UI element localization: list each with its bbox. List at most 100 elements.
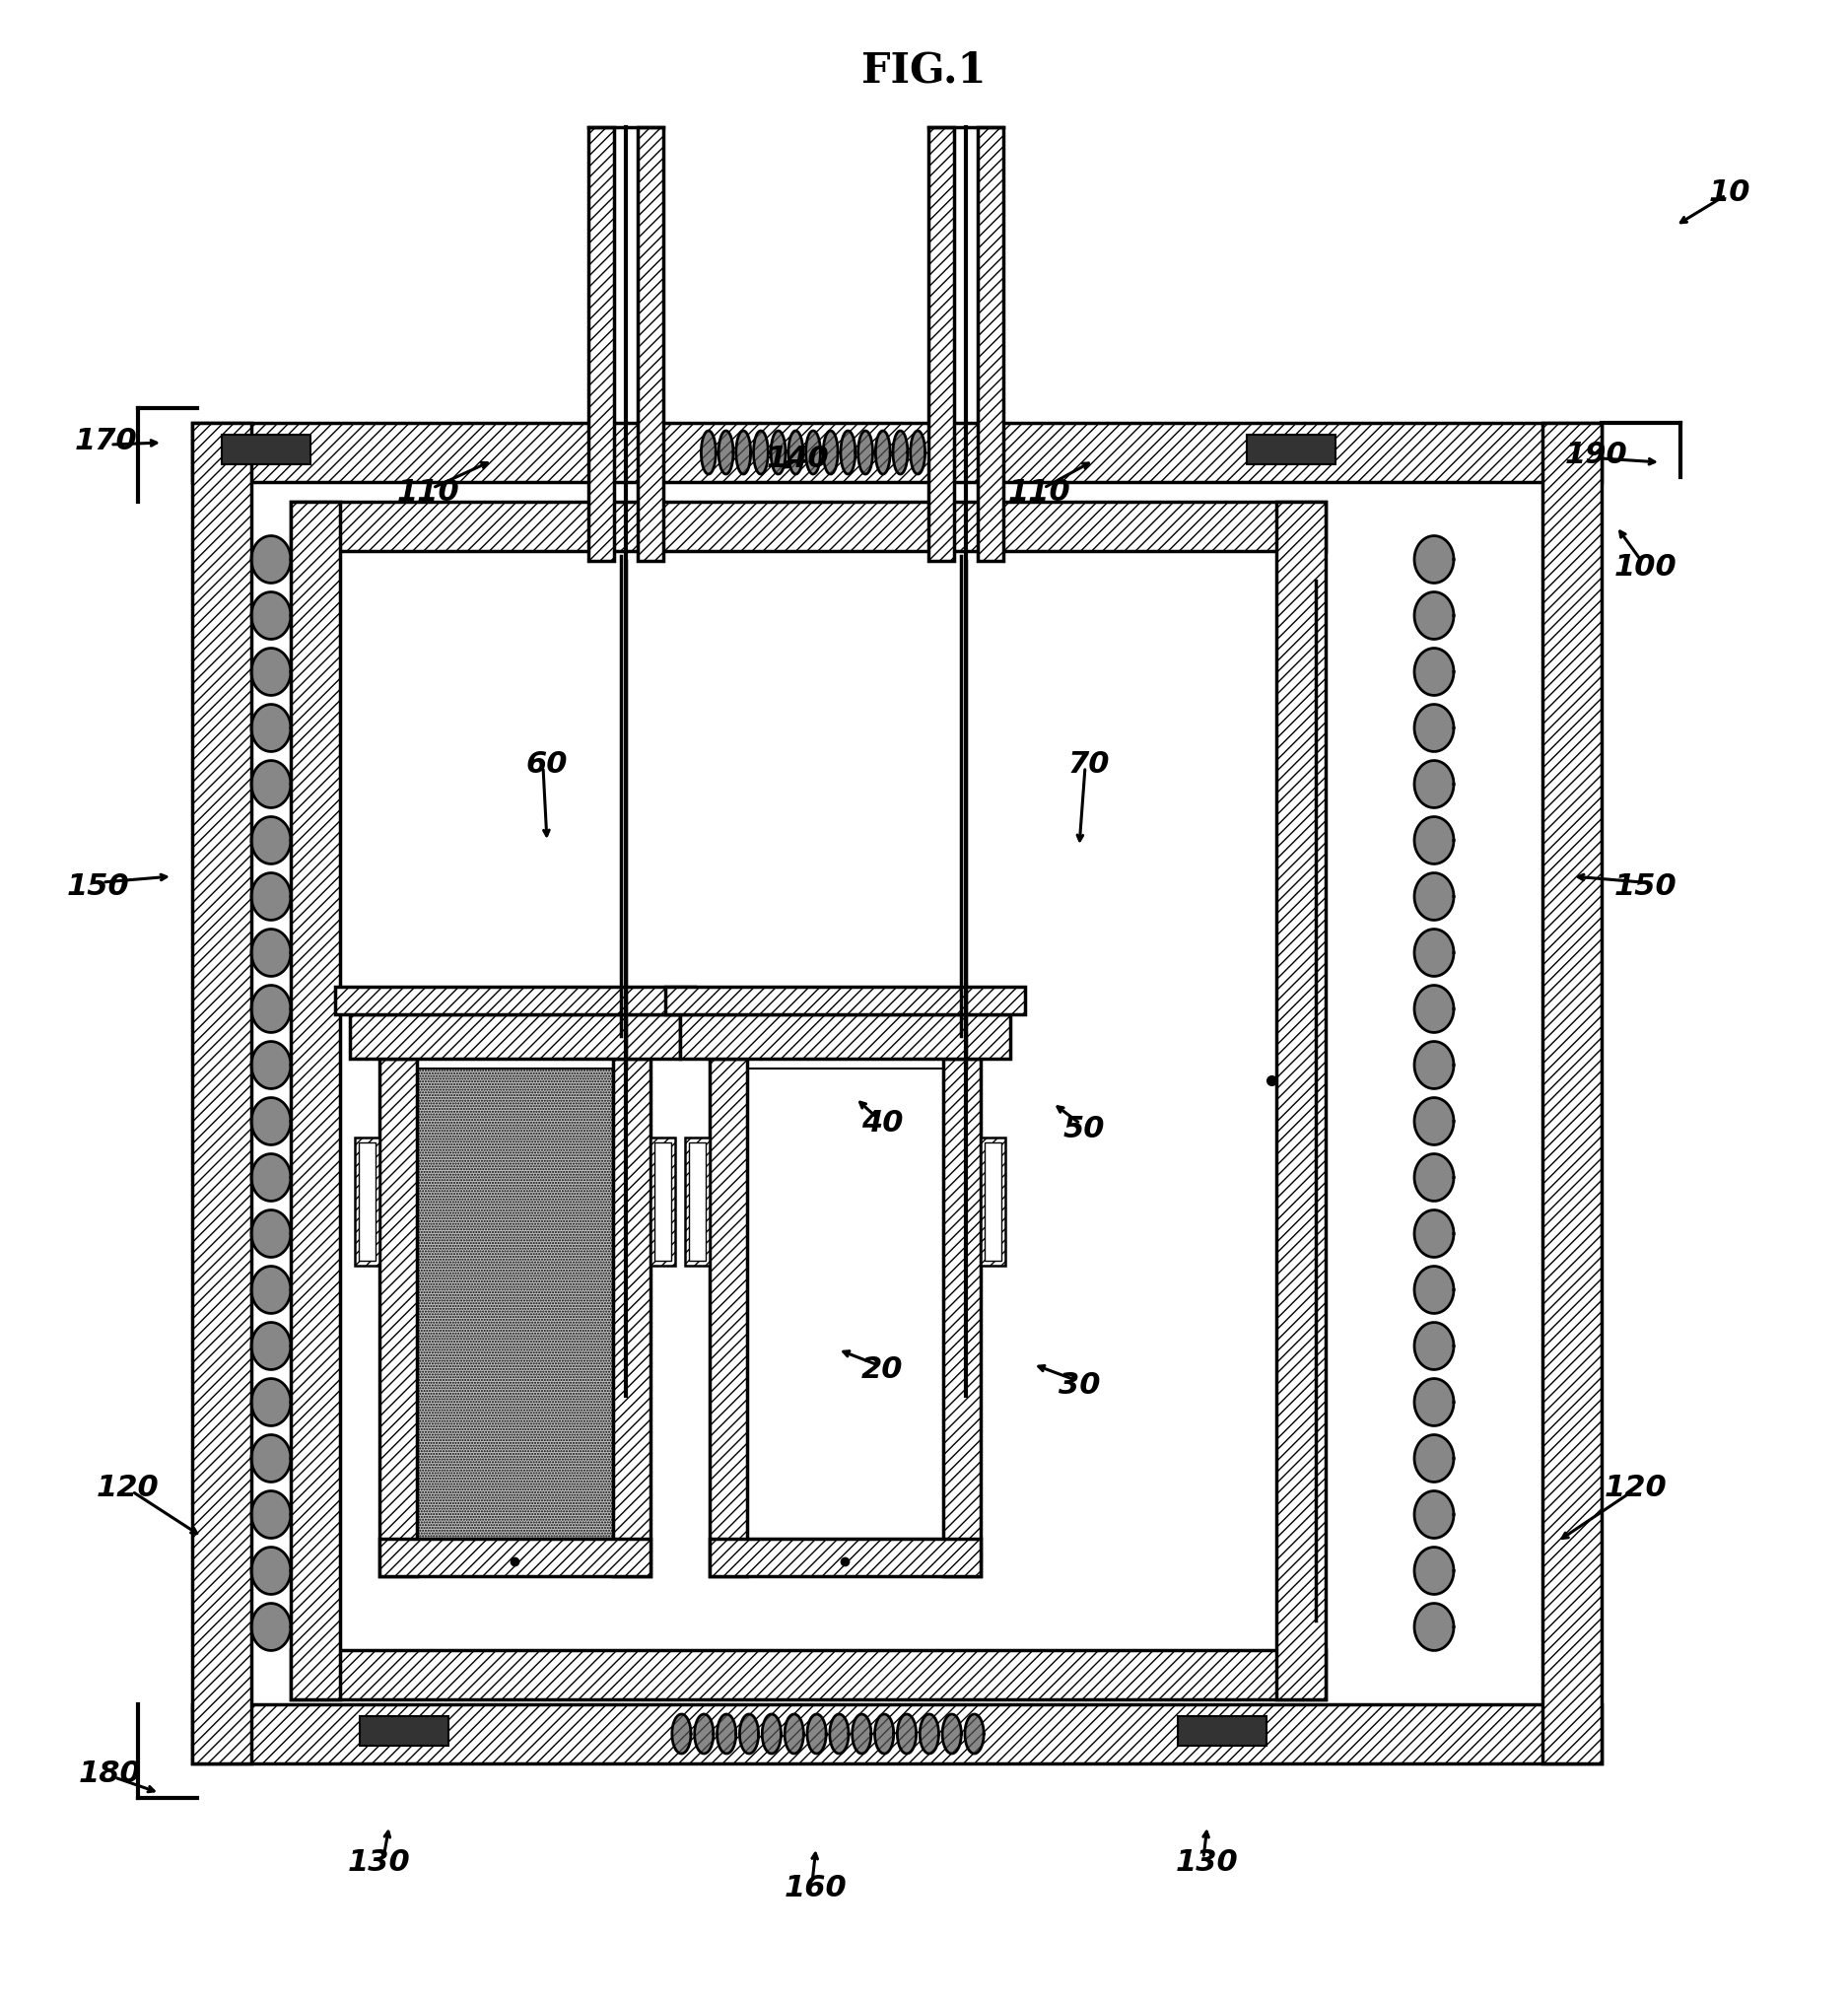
Polygon shape [1414, 1323, 1454, 1371]
Polygon shape [1414, 760, 1454, 808]
Polygon shape [965, 1715, 983, 1753]
Bar [290, 1651, 1325, 1699]
Polygon shape [251, 760, 290, 808]
Polygon shape [717, 1715, 736, 1753]
Polygon shape [251, 1547, 290, 1595]
Polygon shape [785, 1715, 804, 1753]
Text: 70: 70 [1068, 748, 1111, 778]
Polygon shape [920, 1715, 939, 1753]
Text: 30: 30 [1059, 1371, 1100, 1399]
Bar [689, 1143, 706, 1261]
Polygon shape [251, 704, 290, 752]
Polygon shape [1414, 1379, 1454, 1427]
Polygon shape [251, 986, 290, 1033]
Bar [981, 1139, 1005, 1267]
Bar [942, 1059, 981, 1577]
Polygon shape [942, 1715, 961, 1753]
Polygon shape [1414, 986, 1454, 1033]
Polygon shape [251, 1211, 290, 1257]
Polygon shape [771, 432, 785, 474]
Bar [349, 1015, 680, 1059]
Polygon shape [251, 1323, 290, 1371]
Polygon shape [806, 432, 821, 474]
Text: 120: 120 [96, 1473, 159, 1503]
Polygon shape [719, 432, 734, 474]
Polygon shape [876, 432, 891, 474]
Bar [747, 1069, 942, 1539]
Polygon shape [789, 432, 804, 474]
Bar [290, 502, 340, 1699]
Polygon shape [874, 1715, 894, 1753]
Polygon shape [251, 1267, 290, 1315]
Bar [1247, 436, 1336, 464]
Polygon shape [822, 432, 837, 474]
Text: 180: 180 [79, 1759, 142, 1787]
Polygon shape [841, 432, 856, 474]
Polygon shape [754, 432, 769, 474]
Text: 190: 190 [1565, 440, 1628, 470]
Polygon shape [1414, 1547, 1454, 1595]
Bar [614, 1059, 650, 1577]
Polygon shape [893, 432, 907, 474]
Polygon shape [1414, 1155, 1454, 1201]
Polygon shape [251, 874, 290, 920]
Bar [928, 128, 954, 562]
Polygon shape [739, 1715, 758, 1753]
Bar [1177, 1717, 1266, 1745]
Polygon shape [736, 432, 750, 474]
Bar [192, 1705, 1602, 1763]
Bar [710, 1059, 747, 1577]
Bar [638, 128, 663, 562]
Bar [665, 986, 1026, 1015]
Text: 150: 150 [67, 872, 129, 900]
Polygon shape [808, 1715, 826, 1753]
Polygon shape [1414, 1491, 1454, 1539]
Polygon shape [251, 592, 290, 640]
Polygon shape [251, 648, 290, 696]
Polygon shape [251, 1603, 290, 1651]
Bar [680, 1015, 1011, 1059]
Text: 100: 100 [1615, 552, 1678, 580]
Polygon shape [1414, 704, 1454, 752]
Polygon shape [1414, 1603, 1454, 1651]
Bar [192, 424, 1602, 482]
Text: 130: 130 [347, 1847, 410, 1877]
Polygon shape [700, 432, 715, 474]
Polygon shape [857, 432, 872, 474]
Polygon shape [251, 536, 290, 584]
Bar [1543, 424, 1602, 1763]
Bar [222, 436, 310, 464]
Polygon shape [1414, 1043, 1454, 1089]
Bar [978, 128, 1003, 562]
Text: 110: 110 [397, 478, 460, 506]
Bar [379, 1059, 418, 1577]
Bar [340, 552, 1277, 1651]
Polygon shape [1414, 1267, 1454, 1315]
Bar [650, 1139, 675, 1267]
Polygon shape [251, 1043, 290, 1089]
Bar [192, 424, 251, 1763]
Bar [334, 986, 695, 1015]
Polygon shape [251, 1155, 290, 1201]
Bar [359, 1143, 375, 1261]
Polygon shape [1414, 874, 1454, 920]
Text: 140: 140 [767, 444, 830, 472]
Bar [290, 502, 1325, 552]
Polygon shape [1414, 1211, 1454, 1257]
Polygon shape [911, 432, 926, 474]
Text: 160: 160 [785, 1873, 848, 1901]
Polygon shape [251, 816, 290, 864]
Text: 40: 40 [861, 1109, 904, 1137]
Polygon shape [251, 1435, 290, 1483]
Polygon shape [251, 1099, 290, 1145]
Polygon shape [1414, 1435, 1454, 1483]
Text: 50: 50 [1063, 1115, 1105, 1143]
Bar [1277, 502, 1325, 1699]
Text: 130: 130 [1175, 1847, 1238, 1877]
Polygon shape [1414, 1099, 1454, 1145]
Bar [710, 1539, 981, 1577]
Text: 10: 10 [1709, 178, 1750, 206]
Bar [985, 1143, 1002, 1261]
Bar [360, 1717, 449, 1745]
Polygon shape [251, 1379, 290, 1427]
